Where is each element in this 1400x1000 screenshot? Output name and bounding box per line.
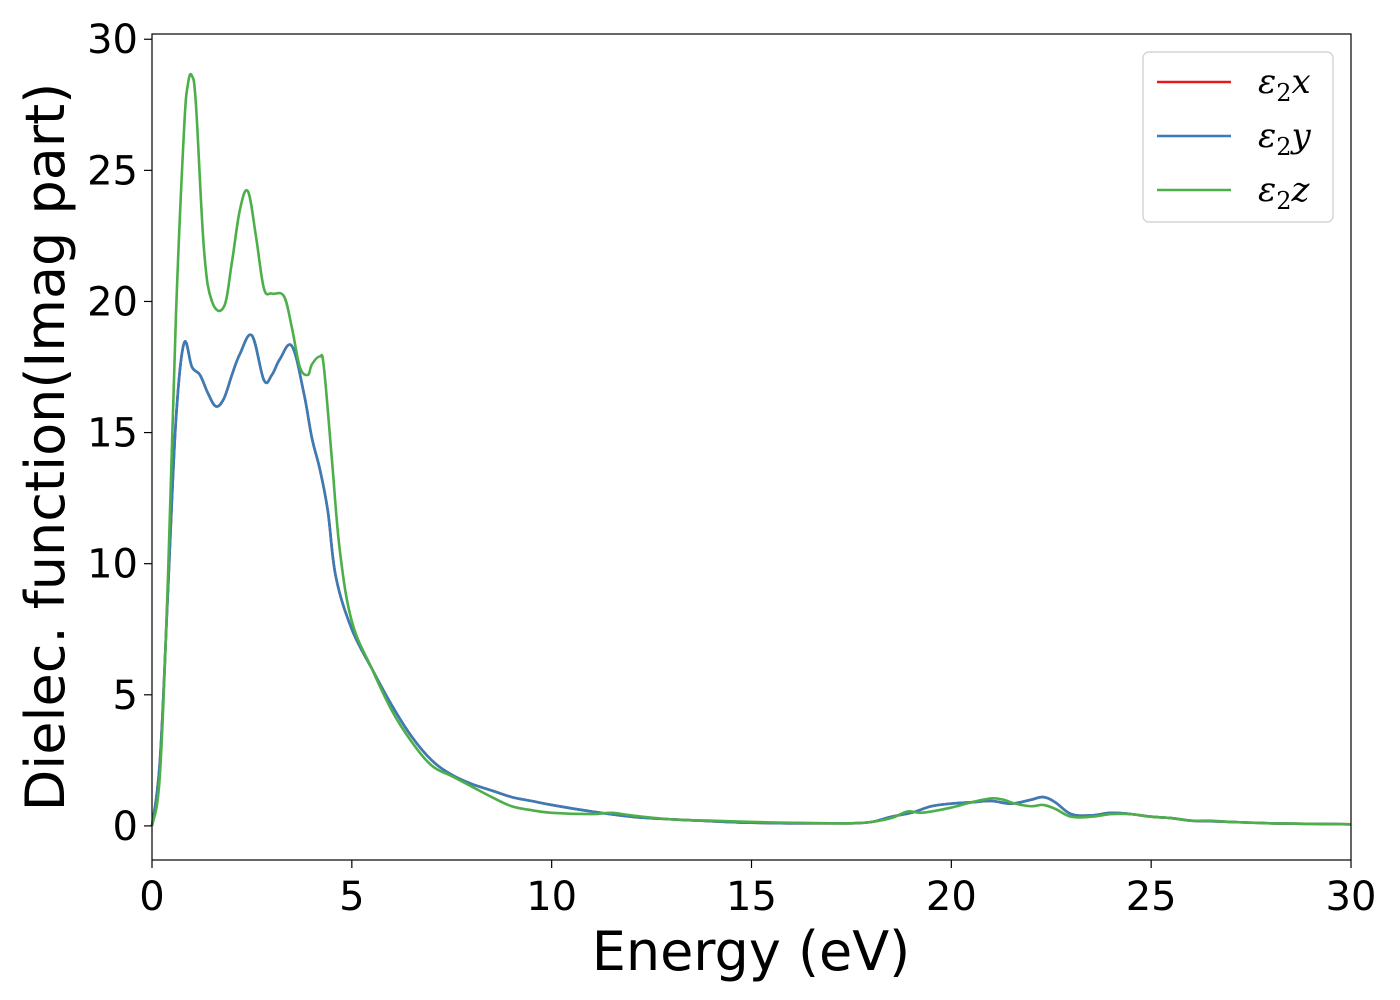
legend: ε2x ε2y ε2z xyxy=(1142,51,1334,223)
x-tick-label: 30 xyxy=(1326,874,1377,920)
x-tick-label: 10 xyxy=(526,874,577,920)
series-layer xyxy=(150,72,1352,827)
y-tick-label: 30 xyxy=(87,17,138,63)
x-axis: 0 5 10 15 20 25 30 xyxy=(139,860,1376,920)
y-tick-label: 10 xyxy=(87,542,138,588)
y-tick-label: 0 xyxy=(113,804,138,850)
series-line-y xyxy=(150,333,1352,827)
x-tick-label: 15 xyxy=(726,874,777,920)
y-axis: 0 5 10 15 20 25 30 xyxy=(87,17,152,850)
legend-box xyxy=(1142,51,1334,223)
x-tick-label: 20 xyxy=(926,874,977,920)
legend-label-y: ε2y xyxy=(1258,116,1312,161)
x-tick-label: 25 xyxy=(1126,874,1177,920)
x-tick-label: 5 xyxy=(339,874,364,920)
legend-label-z: ε2z xyxy=(1258,170,1311,215)
y-tick-label: 25 xyxy=(87,148,138,194)
y-tick-label: 15 xyxy=(87,411,138,457)
series-line-z xyxy=(150,72,1352,827)
x-axis-title: Energy (eV) xyxy=(592,920,911,983)
legend-label-x: ε2x xyxy=(1258,62,1311,107)
x-tick-label: 0 xyxy=(139,874,164,920)
y-axis-title: Dielec. function(Imag part) xyxy=(14,83,77,812)
y-tick-label: 20 xyxy=(87,279,138,325)
y-tick-label: 5 xyxy=(113,673,138,719)
